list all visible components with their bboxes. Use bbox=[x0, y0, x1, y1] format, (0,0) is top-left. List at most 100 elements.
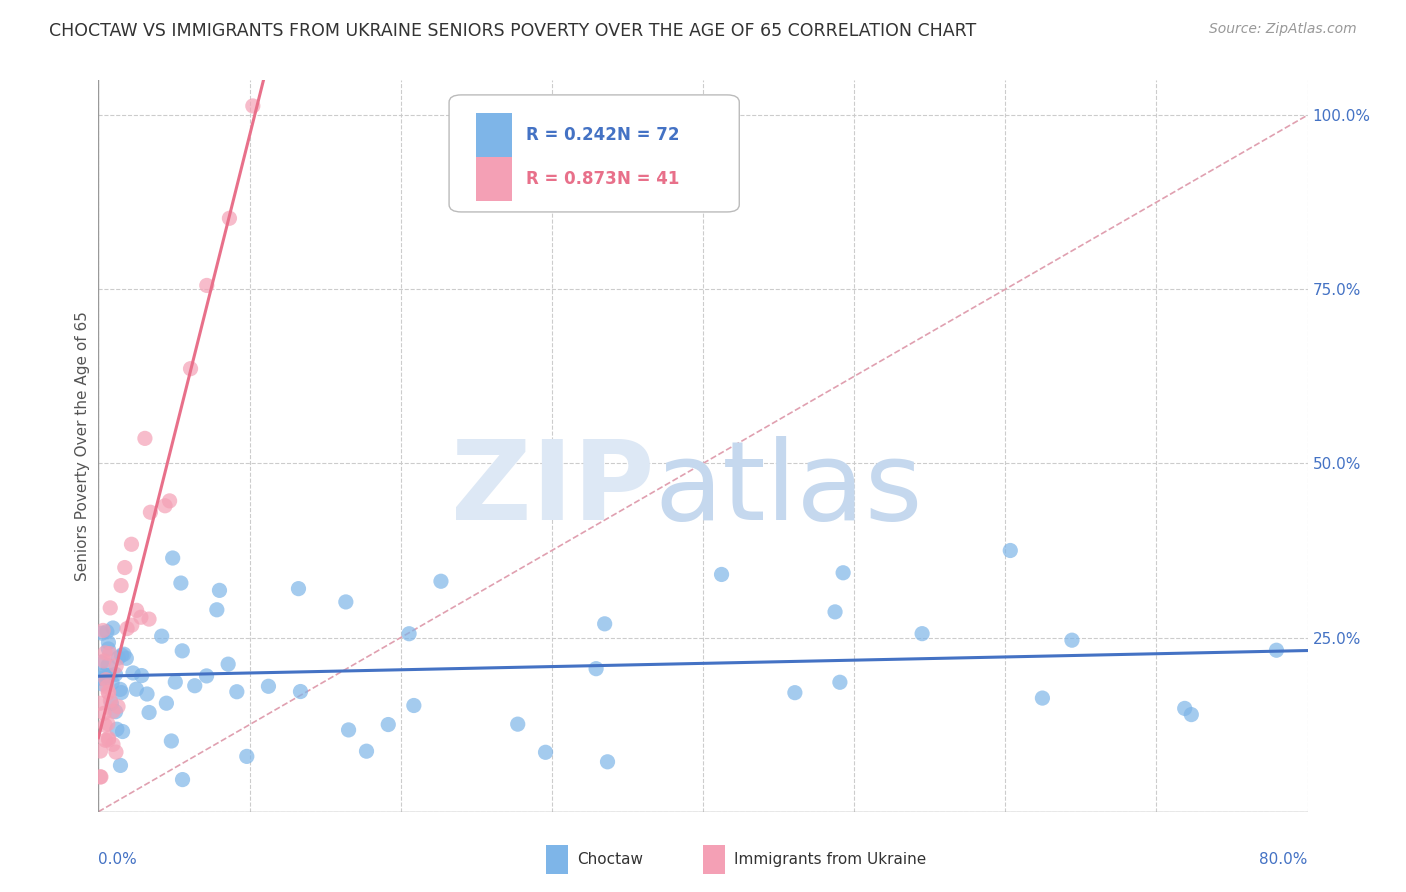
Point bbox=[430, 574, 453, 589]
Point bbox=[112, 647, 135, 661]
Text: N = 41: N = 41 bbox=[617, 170, 679, 188]
Point bbox=[534, 745, 557, 759]
Point bbox=[97, 658, 120, 673]
Point bbox=[134, 431, 156, 445]
Point bbox=[195, 669, 218, 683]
Point bbox=[121, 618, 143, 632]
Point bbox=[110, 648, 132, 663]
Point bbox=[138, 706, 160, 720]
Point bbox=[97, 685, 120, 699]
Text: Choctaw: Choctaw bbox=[578, 852, 644, 867]
Point bbox=[115, 651, 138, 665]
Point bbox=[91, 624, 114, 638]
Point bbox=[94, 733, 117, 747]
Point bbox=[90, 672, 112, 686]
Point bbox=[377, 717, 399, 731]
Point bbox=[90, 656, 112, 670]
Point bbox=[97, 731, 120, 746]
Y-axis label: Seniors Poverty Over the Age of 65: Seniors Poverty Over the Age of 65 bbox=[75, 311, 90, 581]
Point bbox=[1265, 643, 1288, 657]
Point bbox=[101, 704, 124, 718]
Point bbox=[165, 675, 187, 690]
Point bbox=[105, 722, 128, 736]
Text: 80.0%: 80.0% bbox=[1260, 852, 1308, 867]
Point bbox=[110, 685, 132, 699]
Text: atlas: atlas bbox=[655, 436, 924, 543]
Point bbox=[1000, 543, 1022, 558]
Point bbox=[104, 745, 127, 759]
Point bbox=[107, 699, 129, 714]
Point bbox=[218, 211, 240, 226]
Point bbox=[93, 706, 115, 721]
Point bbox=[98, 600, 121, 615]
Point bbox=[162, 551, 184, 566]
Point bbox=[101, 738, 124, 752]
Point bbox=[94, 718, 117, 732]
Point bbox=[90, 626, 112, 640]
Point bbox=[180, 361, 202, 376]
Point bbox=[104, 667, 127, 681]
Point bbox=[96, 624, 118, 639]
Point bbox=[832, 566, 855, 580]
Point bbox=[911, 626, 934, 640]
Point bbox=[121, 537, 143, 551]
Text: R = 0.873: R = 0.873 bbox=[526, 170, 617, 188]
Point bbox=[1180, 707, 1202, 722]
Point bbox=[125, 682, 148, 697]
Point bbox=[107, 651, 129, 665]
Point bbox=[155, 696, 177, 710]
Point bbox=[129, 610, 152, 624]
Point bbox=[217, 657, 239, 672]
Point bbox=[153, 499, 176, 513]
Point bbox=[184, 679, 207, 693]
Point bbox=[337, 723, 360, 737]
Point bbox=[93, 667, 115, 681]
Point bbox=[101, 675, 124, 690]
Point bbox=[783, 686, 806, 700]
Bar bbox=[475, 113, 512, 157]
Point bbox=[94, 673, 117, 687]
Point bbox=[97, 716, 120, 731]
Point bbox=[593, 616, 616, 631]
Point bbox=[89, 696, 111, 710]
Point bbox=[150, 629, 173, 643]
Point bbox=[236, 749, 259, 764]
Text: R = 0.242: R = 0.242 bbox=[526, 126, 617, 145]
Bar bbox=[475, 157, 512, 201]
Point bbox=[402, 698, 425, 713]
Point bbox=[287, 582, 309, 596]
Text: 0.0%: 0.0% bbox=[98, 852, 138, 867]
Point bbox=[172, 772, 194, 787]
Bar bbox=[703, 845, 724, 874]
Point bbox=[242, 99, 264, 113]
Point bbox=[114, 560, 136, 574]
Point bbox=[205, 603, 228, 617]
Point bbox=[97, 733, 120, 747]
FancyBboxPatch shape bbox=[449, 95, 740, 212]
Bar bbox=[546, 845, 568, 874]
Point bbox=[160, 734, 183, 748]
Point bbox=[111, 724, 134, 739]
Point bbox=[90, 770, 112, 784]
Text: N = 72: N = 72 bbox=[617, 126, 679, 145]
Point bbox=[131, 668, 153, 682]
Point bbox=[96, 680, 118, 694]
Text: Immigrants from Ukraine: Immigrants from Ukraine bbox=[734, 852, 927, 867]
Point bbox=[100, 693, 122, 707]
Point bbox=[335, 595, 357, 609]
Point bbox=[122, 665, 145, 680]
Point bbox=[94, 646, 117, 660]
Text: Source: ZipAtlas.com: Source: ZipAtlas.com bbox=[1209, 22, 1357, 37]
Point bbox=[104, 705, 127, 719]
Point bbox=[710, 567, 733, 582]
Point bbox=[89, 744, 111, 758]
Text: ZIP: ZIP bbox=[451, 436, 655, 543]
Point bbox=[108, 682, 131, 697]
Point bbox=[139, 505, 162, 519]
Point bbox=[110, 578, 132, 592]
Point bbox=[290, 684, 312, 698]
Point bbox=[225, 684, 247, 698]
Point bbox=[101, 621, 124, 635]
Point bbox=[94, 668, 117, 682]
Point bbox=[596, 755, 619, 769]
